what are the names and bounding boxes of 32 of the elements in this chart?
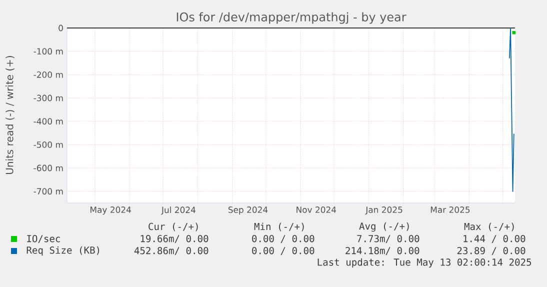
chart-title: IOs for /dev/mapper/mpathgj - by year — [176, 12, 406, 24]
text: 214.18m/ 0.00 — [346, 247, 420, 255]
text: Min (-/+) — [254, 222, 304, 232]
text: Max (-/+) — [464, 222, 514, 232]
y-tick-label: -400 m — [34, 118, 63, 125]
x-tick-label: Nov 2024 — [296, 206, 336, 213]
x-tick-label: Mar 2025 — [430, 206, 470, 213]
text: 19.66m/ 0.00 — [140, 235, 208, 243]
y-tick-label: -600 m — [34, 164, 63, 172]
text: 1.44 / 0.00 — [464, 235, 526, 243]
y-axis-title: Units read (-) / write (+) — [6, 56, 14, 174]
text: 0.00 / 0.00 — [252, 235, 314, 243]
text: 452.86m/ 0.00 — [134, 247, 208, 255]
text: Cur (-/+) — [148, 222, 198, 232]
line-series — [508, 28, 514, 192]
text: 0.00 / 0.00 — [252, 247, 314, 255]
y-tick-label: 0 — [58, 24, 63, 32]
x-tick-label: Sep 2024 — [228, 206, 268, 215]
x-tick-label: May 2024 — [90, 206, 131, 215]
y-tick-label: -200 m — [34, 71, 63, 78]
text: Last update: Tue May 13 02:00:14 2025 — [318, 258, 532, 268]
y-tick-label: -500 m — [34, 141, 63, 148]
text: 7.73m/ 0.00 — [357, 235, 420, 243]
legend-label: Req Size (KB) — [26, 246, 100, 256]
y-tick-label: -300 m — [34, 94, 63, 102]
legend-label: IO/sec — [27, 235, 60, 243]
text: Avg (-/+) — [359, 222, 409, 232]
y-tick-label: -700 m — [34, 188, 63, 195]
x-tick-label: Jan 2025 — [365, 206, 402, 215]
x-tick-label: Jul 2024 — [161, 206, 196, 215]
text: 23.89 / 0.00 — [457, 247, 526, 255]
y-tick-label: -100 m — [34, 48, 63, 55]
